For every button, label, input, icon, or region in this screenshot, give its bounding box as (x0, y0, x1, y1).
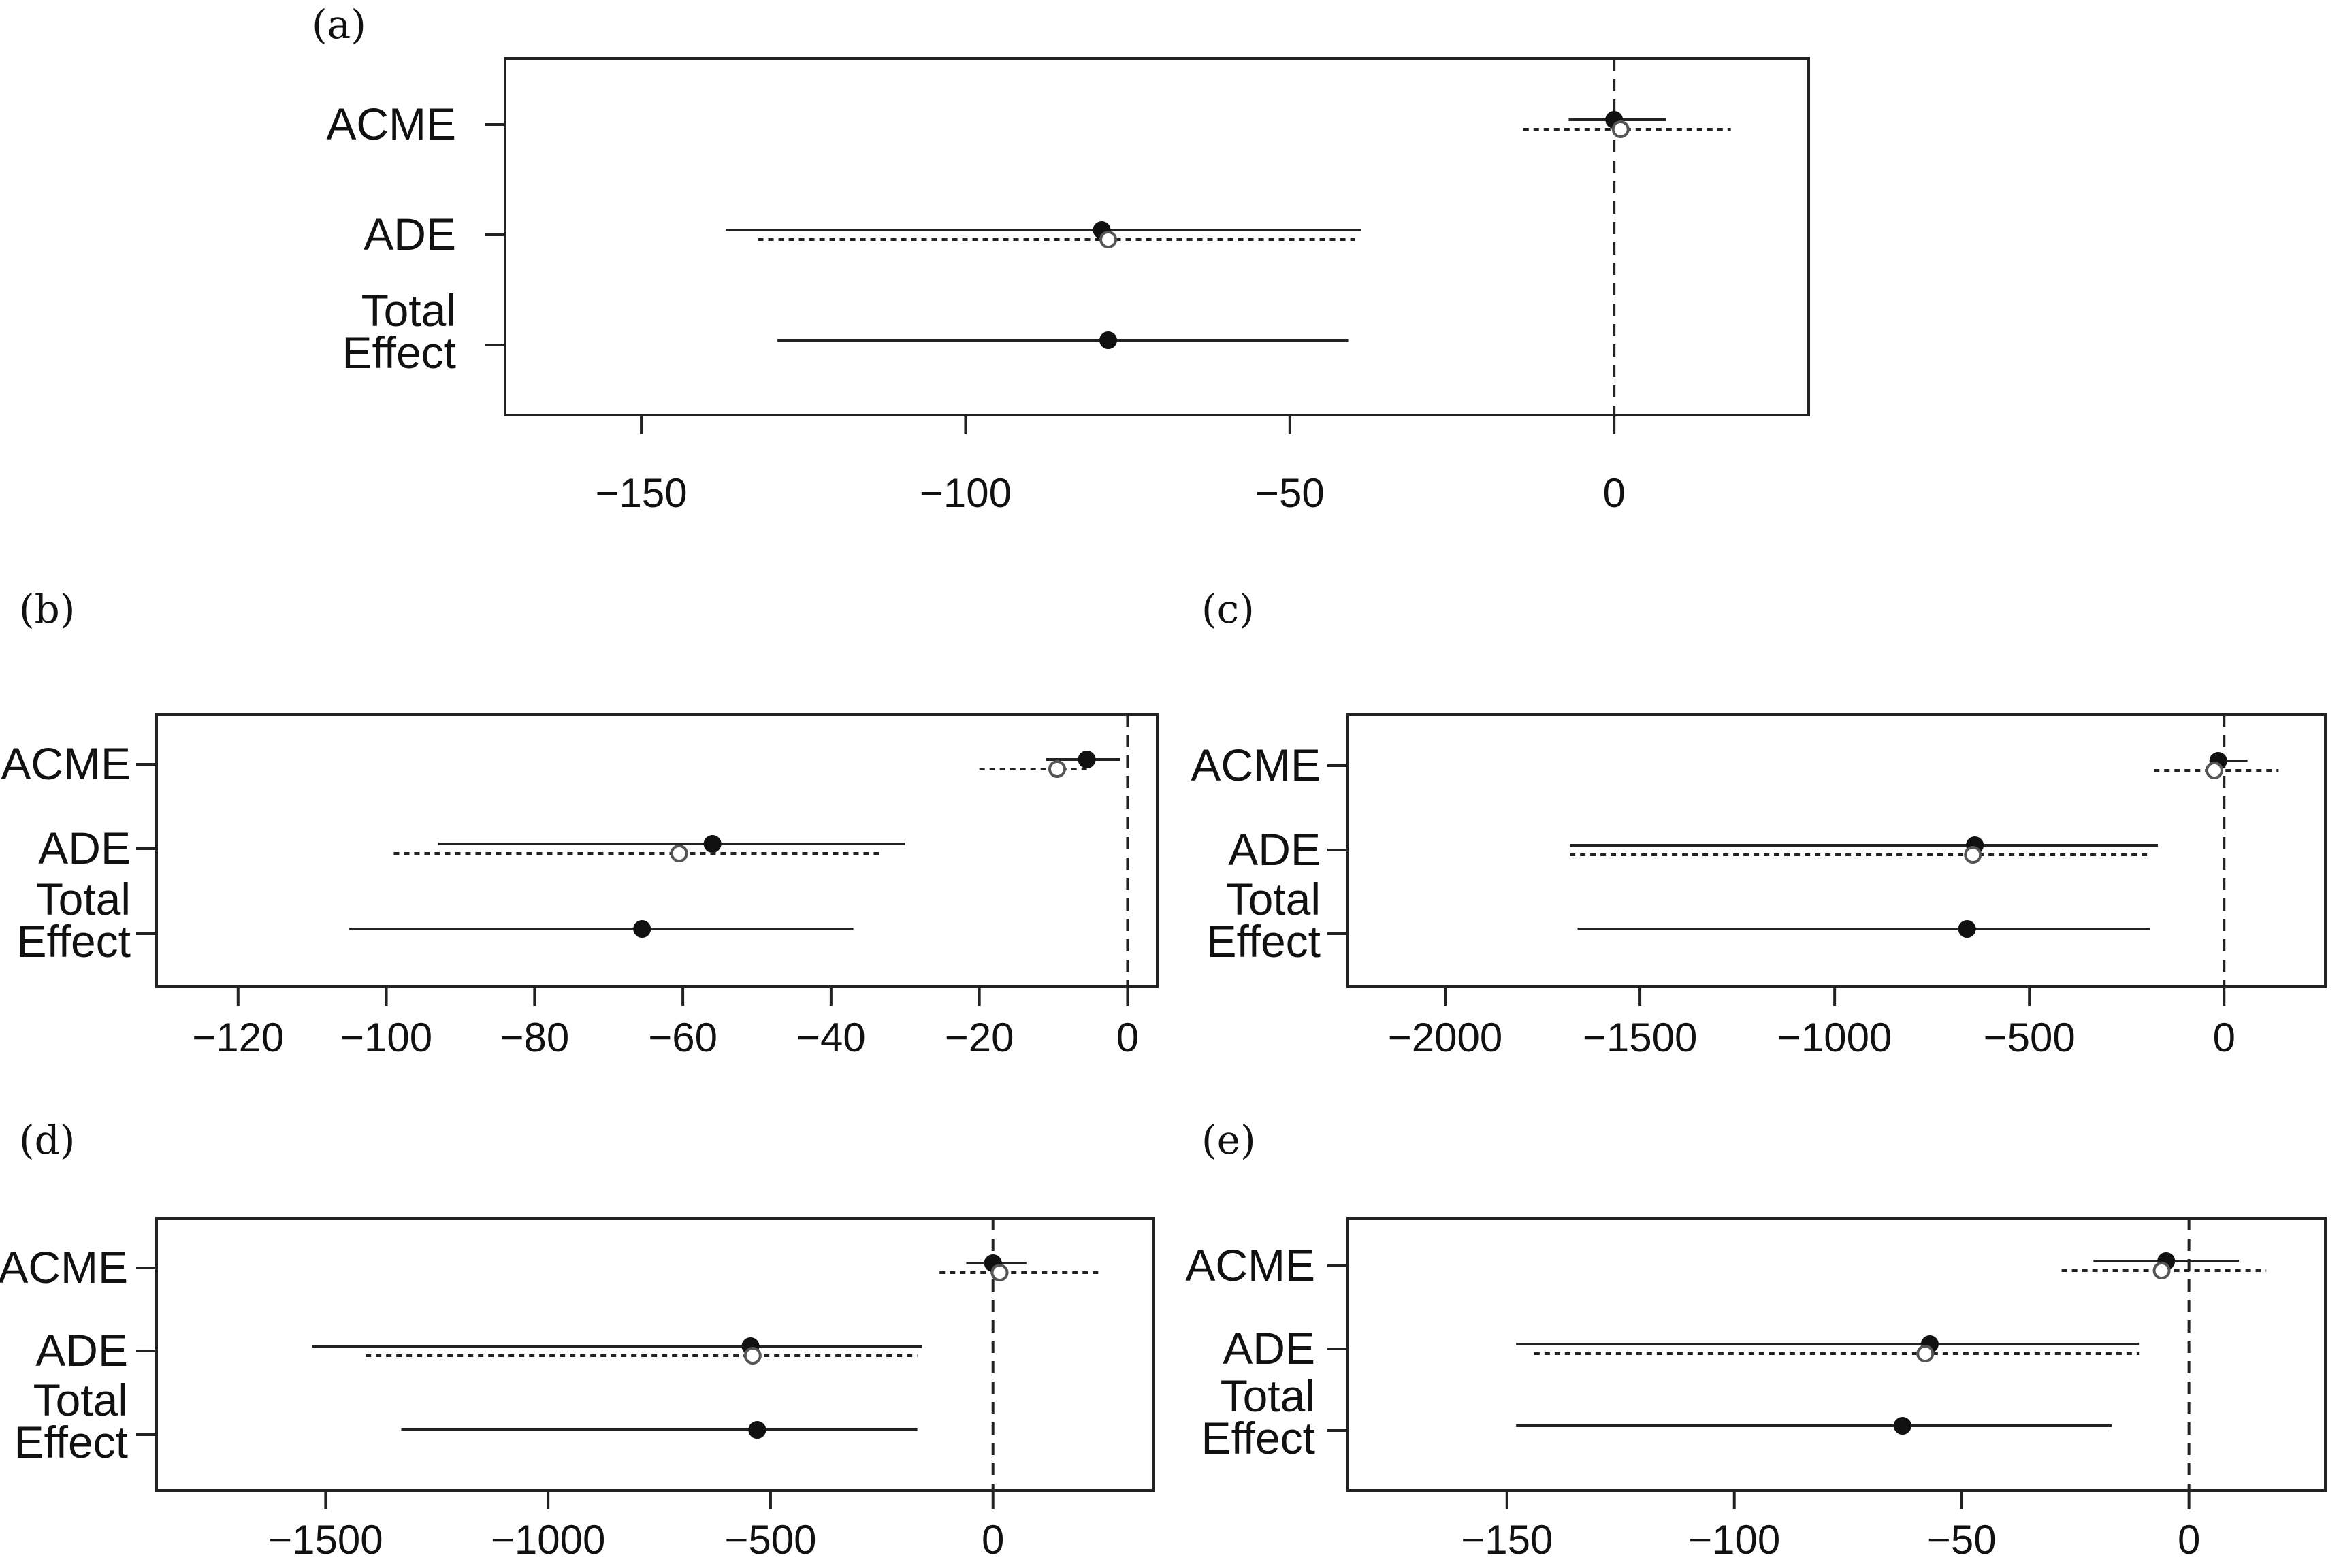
y-tick-label: ADE (1228, 824, 1321, 875)
point-estimate-open (2152, 1262, 2171, 1279)
point-estimate-filled (1099, 331, 1118, 349)
y-tick-label: Effect (14, 1417, 128, 1467)
x-tick-label: −100 (920, 470, 1012, 516)
panel-label: (b) (19, 586, 75, 632)
plot-frame (155, 1217, 1155, 1492)
y-tick-label: Effect (16, 916, 131, 966)
point-estimate-open (1964, 846, 1982, 864)
point-estimate-filled (1893, 1417, 1911, 1435)
point-estimate-filled (1078, 751, 1096, 768)
y-tick-label: ADE (35, 1325, 128, 1375)
point-estimate-open (990, 1264, 1009, 1281)
plot-frame (504, 57, 1810, 416)
y-tick-label: Total (36, 874, 131, 924)
x-tick-label: −500 (724, 1517, 816, 1563)
x-tick-label: −120 (192, 1015, 284, 1060)
point-estimate-open (2205, 762, 2223, 779)
x-tick-label: −20 (945, 1015, 1014, 1060)
panel-label: (c) (1201, 586, 1255, 632)
point-estimate-filled (703, 835, 722, 853)
y-tick-label: ACME (1185, 1240, 1315, 1290)
x-tick-label: −1500 (1583, 1015, 1698, 1060)
y-tick-label: ACME (1, 738, 131, 789)
y-tick-label: ACME (0, 1242, 128, 1292)
point-estimate-open (670, 845, 688, 862)
x-tick-label: −1000 (491, 1517, 606, 1563)
x-tick-label: −100 (340, 1015, 432, 1060)
x-tick-label: −150 (595, 470, 687, 516)
x-tick-label: −150 (1461, 1517, 1553, 1563)
panel-label: (d) (19, 1117, 75, 1163)
x-tick-label: −1000 (1777, 1015, 1892, 1060)
panel-label: (e) (1201, 1117, 1256, 1163)
y-tick-label: Total (1221, 1371, 1315, 1421)
x-tick-label: −50 (1927, 1517, 1997, 1563)
plot-frame (155, 713, 1159, 988)
y-tick-label: Total (1226, 874, 1321, 924)
x-tick-label: −100 (1688, 1517, 1780, 1563)
x-tick-label: 0 (2178, 1517, 2200, 1563)
x-tick-label: −50 (1255, 470, 1325, 516)
point-estimate-open (1099, 231, 1118, 248)
x-tick-label: −80 (500, 1015, 569, 1060)
y-tick-label: Total (33, 1375, 128, 1425)
point-estimate-open (743, 1347, 762, 1365)
x-tick-label: −500 (1984, 1015, 2076, 1060)
panel-label: (a) (312, 1, 366, 48)
point-estimate-open (1611, 120, 1630, 138)
y-tick-label: ADE (38, 823, 131, 873)
x-tick-label: 0 (1602, 470, 1625, 516)
y-tick-label: Effect (342, 327, 456, 378)
point-estimate-filled (748, 1421, 766, 1439)
y-tick-label: ADE (364, 209, 456, 259)
y-tick-label: Effect (1206, 916, 1321, 966)
y-tick-label: Effect (1201, 1413, 1315, 1463)
x-tick-label: 0 (2213, 1015, 2235, 1060)
x-tick-label: −1500 (268, 1517, 383, 1563)
x-tick-label: 0 (1116, 1015, 1139, 1060)
point-estimate-open (1916, 1345, 1935, 1362)
plot-frame (1346, 1217, 2327, 1492)
y-tick-label: ADE (1223, 1323, 1315, 1373)
point-estimate-filled (1958, 920, 1976, 938)
point-estimate-open (1048, 760, 1066, 778)
x-tick-label: −60 (648, 1015, 717, 1060)
y-tick-label: Total (361, 285, 456, 336)
y-tick-label: ACME (1191, 740, 1321, 790)
x-tick-label: −40 (796, 1015, 866, 1060)
x-tick-label: 0 (982, 1517, 1004, 1563)
y-tick-label: ACME (326, 99, 456, 149)
x-tick-label: −2000 (1388, 1015, 1503, 1060)
point-estimate-filled (633, 920, 651, 938)
